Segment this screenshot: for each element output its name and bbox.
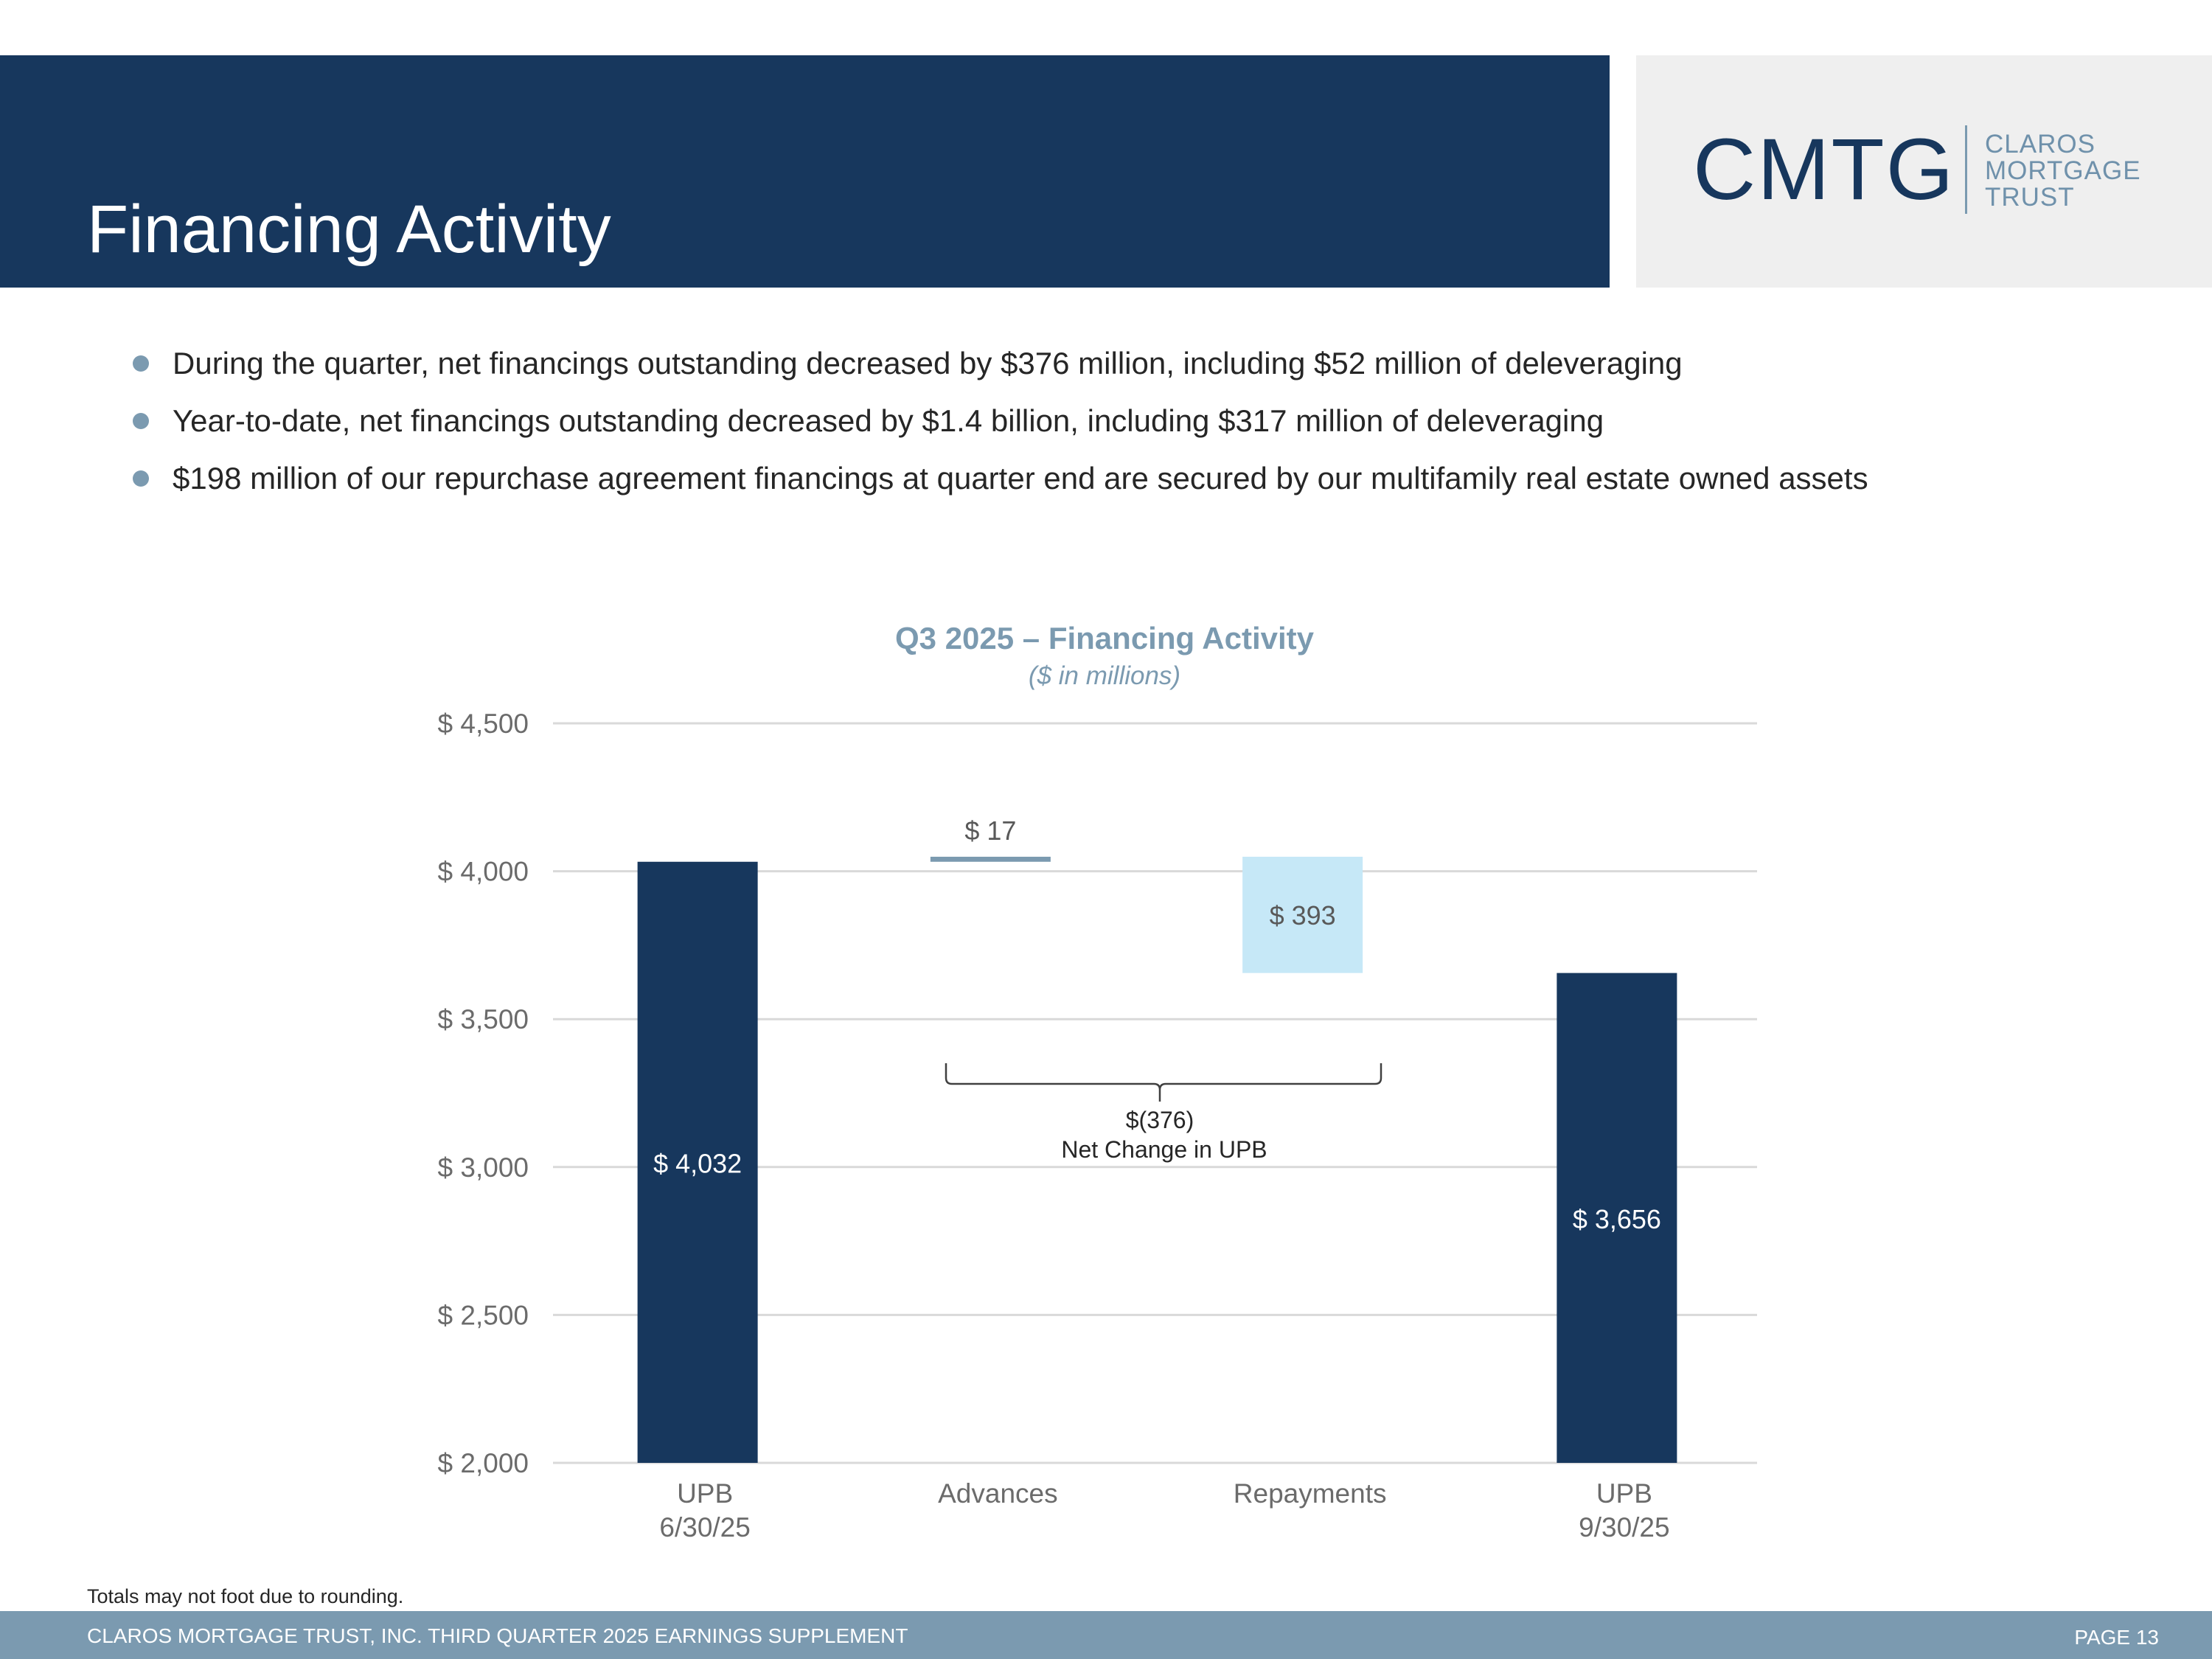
logo-divider <box>1965 125 1967 214</box>
bar-total <box>637 861 758 1463</box>
y-tick-label: $ 3,500 <box>438 1004 529 1034</box>
data-label: $ 4,032 <box>653 1148 742 1178</box>
footer-bar: CLAROS MORTGAGE TRUST, INC. THIRD QUARTE… <box>0 1611 2212 1659</box>
net-change-value: $(376) <box>1126 1107 1194 1133</box>
data-label: $ 17 <box>964 815 1016 846</box>
page-title: Financing Activity <box>87 192 611 267</box>
bars <box>637 856 1677 1463</box>
footnote: Totals may not foot due to rounding. <box>87 1585 404 1607</box>
y-tick-label: $ 2,000 <box>438 1448 529 1478</box>
y-tick-label: $ 3,000 <box>438 1152 529 1183</box>
x-tick-label: UPB <box>1596 1478 1652 1509</box>
bullet-item: $198 million of our repurchase agreement… <box>133 456 1868 513</box>
x-tick-label: Repayments <box>1234 1478 1387 1509</box>
x-tick-label: Advances <box>938 1478 1058 1509</box>
bar-decrease <box>1242 856 1363 973</box>
x-tick-label: UPB <box>677 1478 733 1509</box>
logo-word: CLAROS <box>1985 130 2096 159</box>
y-tick-label: $ 2,500 <box>438 1300 529 1330</box>
logo-word: MORTGAGE <box>1985 156 2141 185</box>
x-tick-label: 6/30/25 <box>659 1512 750 1543</box>
logo-mark: CMTG <box>1693 121 1955 218</box>
header-band <box>0 55 1610 288</box>
bar-increase <box>930 856 1051 862</box>
net-change-label: Net Change in UPB <box>1061 1136 1267 1163</box>
data-label: $ 3,656 <box>1573 1204 1661 1234</box>
summary-bullets: During the quarter, net financings outst… <box>133 341 1868 513</box>
bullet-item: Year-to-date, net financings outstanding… <box>133 398 1868 456</box>
net-change-annotation: $(376) Net Change in UPB <box>945 1063 1382 1163</box>
chart-title: Q3 2025 – Financing Activity <box>895 621 1315 655</box>
data-label: $ 393 <box>1270 900 1336 931</box>
chart-subtitle: ($ in millions) <box>1029 661 1180 690</box>
y-tick-label: $ 4,500 <box>438 709 529 739</box>
net-change-brace <box>945 1063 1382 1102</box>
x-tick-label: 9/30/25 <box>1579 1512 1669 1543</box>
page-number: PAGE 13 <box>2074 1626 2159 1649</box>
axis-labels: $ 2,000 $ 2,500 $ 3,000 $ 3,500 $ 4,000 $ 4,5… <box>438 709 1670 1543</box>
footer-text: CLAROS MORTGAGE TRUST, INC. THIRD QUARTE… <box>87 1624 908 1647</box>
company-logo: CMTG CLAROS MORTGAGE TRUST <box>1636 55 2212 288</box>
bullet-item: During the quarter, net financings outst… <box>133 341 1868 398</box>
logo-wordmark: CLAROS MORTGAGE TRUST <box>1985 131 2141 211</box>
y-tick-label: $ 4,000 <box>438 857 529 887</box>
bar-total <box>1557 973 1677 1463</box>
logo-word: TRUST <box>1985 183 2075 212</box>
